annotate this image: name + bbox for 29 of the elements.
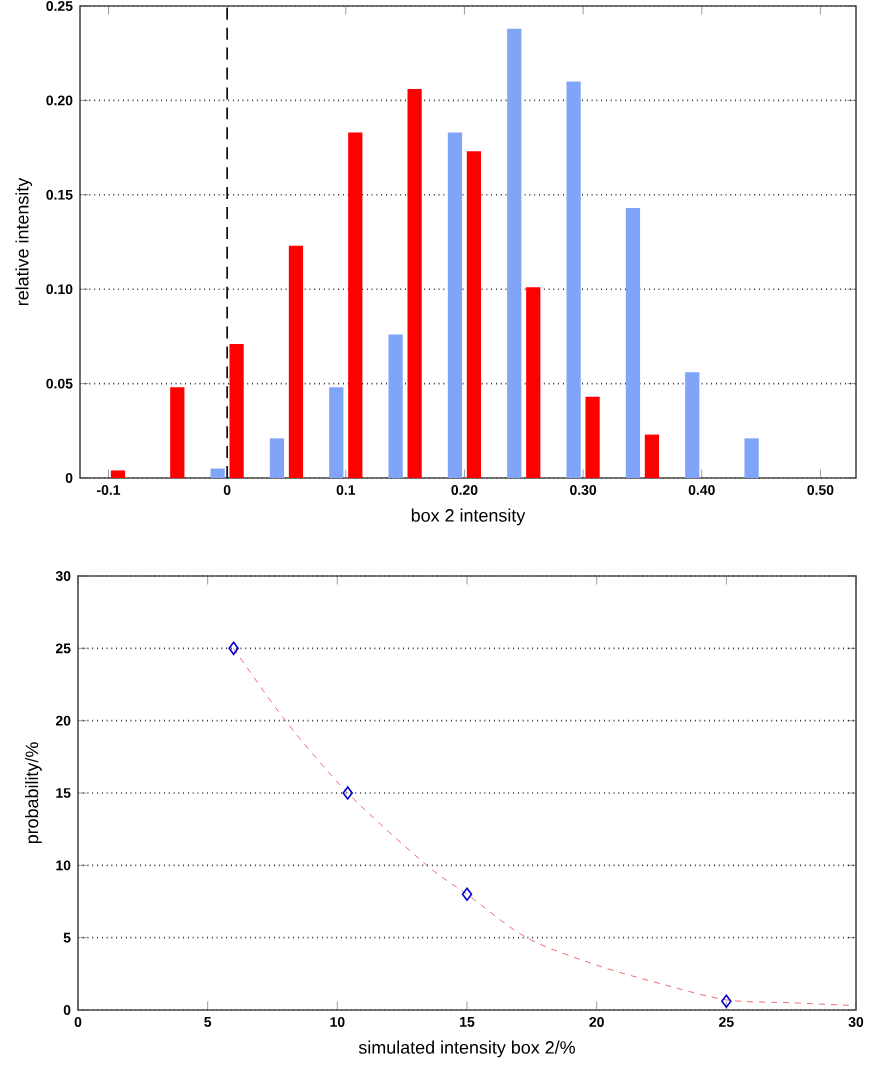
bar bbox=[685, 372, 700, 478]
bar bbox=[388, 334, 403, 478]
bar bbox=[507, 28, 522, 478]
y-axis-title: probability/% bbox=[25, 742, 42, 844]
bar bbox=[229, 343, 244, 478]
bar bbox=[447, 132, 463, 478]
x-axis-title: box 2 intensity bbox=[411, 508, 526, 526]
bar bbox=[466, 151, 482, 478]
bar bbox=[526, 287, 541, 478]
line-series bbox=[233, 647, 857, 1007]
bar bbox=[170, 387, 185, 478]
bar bbox=[329, 387, 344, 478]
bar bbox=[625, 208, 641, 478]
bar bbox=[269, 438, 285, 478]
x-axis-title: simulated intensity box 2/% bbox=[358, 1040, 575, 1058]
bar bbox=[744, 438, 759, 478]
y-axis-title: relative intensity bbox=[15, 177, 33, 306]
bar bbox=[110, 470, 126, 478]
point bbox=[721, 994, 732, 1009]
point bbox=[342, 786, 353, 800]
bar bbox=[566, 81, 581, 478]
bar bbox=[288, 245, 304, 478]
bar bbox=[348, 132, 363, 478]
bar bbox=[210, 468, 225, 478]
bar bbox=[407, 89, 422, 478]
point bbox=[228, 641, 239, 656]
point bbox=[461, 887, 473, 902]
bar bbox=[644, 434, 660, 478]
bar bbox=[585, 396, 600, 478]
